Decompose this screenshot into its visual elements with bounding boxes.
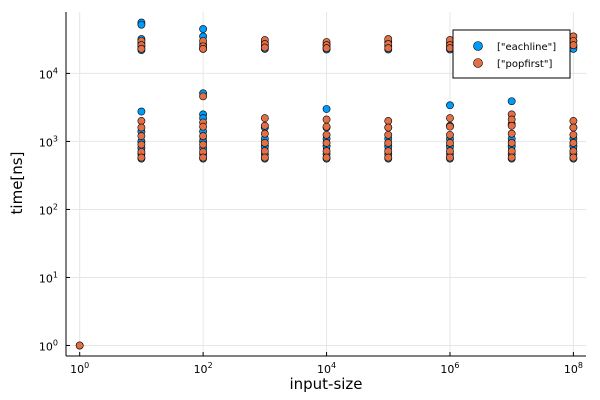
popfirst-point (507, 129, 516, 138)
axes (65, 12, 586, 357)
data-points (75, 18, 578, 350)
popfirst-point (322, 44, 331, 53)
x-tick-label: 100 (70, 361, 89, 376)
popfirst-point (199, 153, 208, 162)
y-axis-label: time[ns] (8, 152, 26, 215)
eachline-point (137, 107, 146, 116)
y-tick-label: 102 (39, 202, 58, 217)
popfirst-point (569, 123, 578, 132)
eachline-point (446, 101, 454, 110)
popfirst-point (137, 140, 146, 149)
popfirst-point (569, 139, 578, 147)
popfirst-point (322, 130, 331, 139)
popfirst-point (384, 130, 393, 139)
x-tick-label: 108 (564, 361, 583, 376)
x-tick-label: 102 (194, 361, 213, 376)
popfirst-point (137, 153, 146, 162)
y-tick-label: 101 (39, 270, 58, 285)
eachline-point (137, 20, 146, 29)
popfirst-point (446, 130, 454, 139)
legend-box (452, 29, 571, 79)
popfirst-point (569, 41, 578, 50)
popfirst-point (569, 130, 578, 139)
popfirst-point (507, 121, 516, 130)
popfirst-point (446, 114, 454, 123)
popfirst-point (384, 117, 393, 125)
x-tick-label: 104 (317, 361, 336, 376)
popfirst-point (137, 117, 146, 125)
popfirst-point (260, 43, 269, 52)
y-tick-labels: 100 101 102 103 104 (39, 66, 58, 353)
popfirst-point (322, 139, 331, 147)
legend-marker (473, 41, 483, 51)
popfirst-point (384, 44, 393, 53)
popfirst-point (260, 139, 269, 147)
popfirst-point (446, 44, 454, 53)
popfirst-point (446, 122, 454, 131)
popfirst-point (260, 153, 269, 162)
popfirst-point (384, 139, 393, 147)
popfirst-point (322, 122, 331, 131)
popfirst-point (322, 115, 331, 124)
popfirst-point (260, 114, 269, 123)
legend-label: ["popfirst"] (497, 59, 552, 70)
popfirst-point (446, 139, 454, 147)
popfirst-point (446, 153, 454, 162)
y-tick-label: 100 (39, 338, 58, 353)
popfirst-point (199, 122, 208, 131)
popfirst-point (569, 117, 578, 125)
x-tick-label: 106 (440, 361, 459, 376)
eachline-point (322, 105, 331, 113)
popfirst-point (199, 92, 208, 101)
popfirst-point (137, 123, 146, 132)
popfirst-point (384, 153, 393, 162)
popfirst-point (384, 123, 393, 132)
x-tick-labels: 100 102 104 106 108 (70, 361, 583, 376)
legend: ["eachline"] ["popfirst"] (452, 29, 571, 79)
popfirst-point (75, 341, 84, 350)
popfirst-point (569, 153, 578, 162)
legend-label: ["eachline"] (497, 42, 556, 53)
popfirst-point (507, 153, 516, 162)
popfirst-point (199, 44, 208, 53)
popfirst-point (322, 153, 331, 162)
popfirst-point (260, 129, 269, 138)
y-tick-label: 103 (39, 134, 58, 149)
popfirst-point (137, 132, 146, 140)
popfirst-point (137, 44, 146, 53)
eachline-point (199, 25, 208, 33)
popfirst-point (199, 132, 208, 140)
legend-marker (473, 58, 483, 68)
eachline-point (507, 97, 516, 106)
popfirst-point (260, 121, 269, 130)
popfirst-point (507, 139, 516, 147)
popfirst-point (199, 140, 208, 149)
x-axis-label: input-size (289, 375, 362, 393)
y-tick-label: 104 (39, 66, 58, 81)
